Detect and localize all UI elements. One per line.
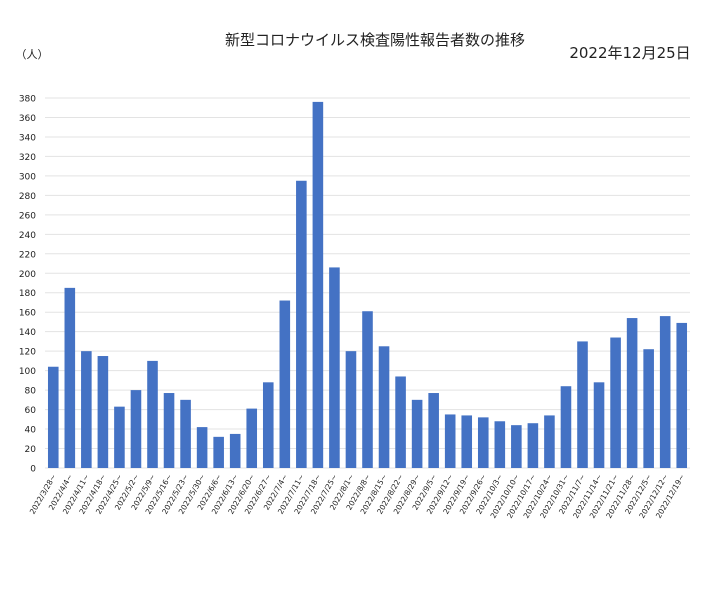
bar [477,417,489,468]
bar [560,386,572,468]
y-tick-label: 260 [19,211,36,221]
bar [428,393,439,468]
bar [262,382,274,468]
y-tick-label: 80 [25,387,37,397]
y-tick-label: 140 [19,328,36,338]
y-tick-label: 0 [30,465,36,475]
y-tick-label: 20 [25,445,37,455]
bar [345,351,357,468]
bar [296,180,307,468]
bar [676,322,688,468]
y-tick-label: 240 [19,231,36,241]
y-tick-label: 300 [19,172,36,182]
y-tick-label: 40 [25,426,37,436]
bar [444,414,456,468]
y-tick-label: 180 [19,289,36,299]
bar [180,399,191,468]
y-tick-label: 280 [19,192,36,202]
bar [196,427,208,468]
bar [97,356,109,468]
y-tick-label: 160 [19,309,36,319]
bar [461,415,473,468]
bar [47,366,59,468]
bar [130,390,142,468]
y-tick-label: 120 [19,348,36,358]
y-tick-label: 220 [19,250,36,260]
bar [395,376,406,468]
y-tick-label: 380 [19,95,36,105]
bar [610,337,621,468]
y-tick-label: 100 [19,367,36,377]
bar [593,382,605,468]
bar [494,421,506,468]
bar [362,311,373,468]
bar [329,267,340,468]
bar [213,436,224,468]
y-tick-label: 200 [19,270,36,280]
bar [511,425,522,468]
chart-date: 2022年12月25日 [569,44,690,62]
bar [527,423,539,468]
y-tick-label: 340 [19,133,36,143]
bar [312,101,324,468]
y-tick-label: 320 [19,153,36,163]
bar [544,415,555,468]
bar [229,433,241,468]
bar [279,300,291,468]
bar [626,318,638,468]
y-axis-label: （人） [16,48,49,61]
bar [643,349,654,468]
bar [147,360,158,468]
bar [81,351,92,468]
bar [64,287,76,468]
bar [411,399,423,468]
bar [659,316,671,468]
bar [378,346,390,468]
bar [577,341,588,468]
y-tick-label: 60 [25,406,37,416]
bar [246,408,258,468]
chart-title: 新型コロナウイルス検査陽性報告者数の推移 [225,31,525,49]
bar [114,406,125,468]
y-tick-label: 360 [19,114,36,124]
bar [163,393,175,468]
